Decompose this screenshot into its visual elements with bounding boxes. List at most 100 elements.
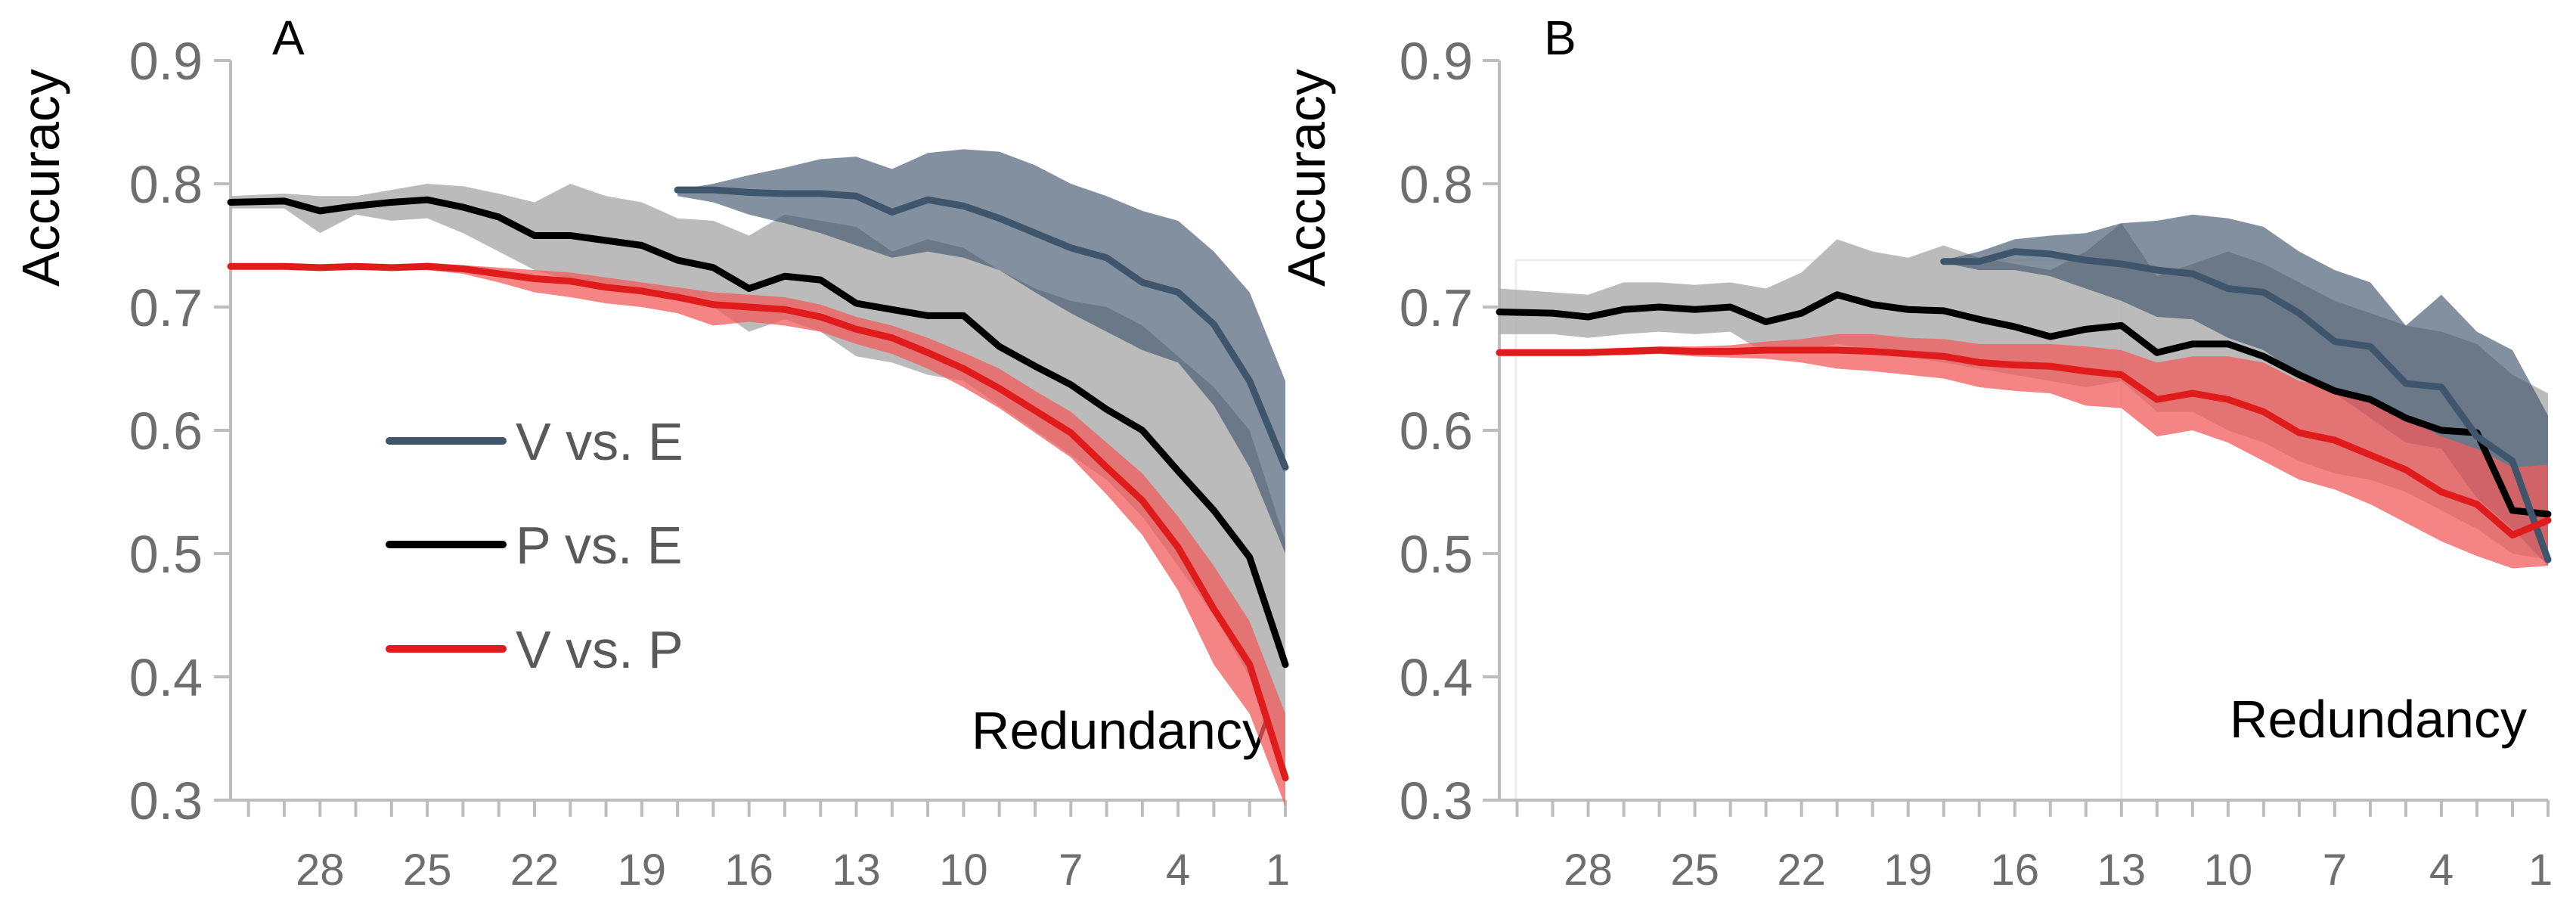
- panel-b-point-p-vs-e: [2226, 342, 2230, 346]
- panel-a-point-v-vs-e: [1140, 280, 1145, 284]
- panel-b-point-v-vs-e: [2333, 340, 2337, 344]
- panel-b-x-tick-label: 4: [2429, 845, 2454, 895]
- panel-b-point-p-vs-e: [1977, 317, 1982, 321]
- panel-a-point-v-vs-e: [961, 203, 966, 208]
- panel-b-x-tick-label: 22: [1777, 845, 1826, 895]
- panel-b-point-p-vs-e: [2439, 428, 2444, 433]
- panel-a-point-v-vs-e: [747, 190, 752, 194]
- panel-a-y-tick-label: 0.9: [129, 32, 203, 91]
- panel-a-point-v-vs-p: [640, 289, 644, 293]
- panel-a-point-v-vs-p: [354, 264, 358, 268]
- panel-b-panel-label: B: [1544, 11, 1576, 65]
- panel-b-point-v-vs-e: [2404, 381, 2408, 386]
- panel-b-point-p-vs-e: [1551, 311, 1555, 315]
- panel-a-point-v-vs-p: [1068, 430, 1073, 435]
- panel-b-point-v-vs-e: [2048, 252, 2053, 256]
- panel-a-point-v-vs-e: [1033, 231, 1037, 235]
- panel-b-band-v-vs-e: [1943, 214, 2548, 566]
- panel-b-point-v-vs-e: [2546, 557, 2550, 562]
- panel-a-point-v-vs-p: [532, 277, 537, 281]
- panel-a-point-p-vs-e: [747, 287, 752, 291]
- panel-a-x-tick-label: 16: [724, 845, 773, 895]
- panel-a-y-tick-label: 0.6: [129, 402, 203, 461]
- panel-b-point-v-vs-e: [2013, 250, 2017, 254]
- panel-a-point-v-vs-p: [1211, 607, 1216, 611]
- panel-b-x-tick-label: 7: [2323, 845, 2347, 895]
- panel-b-point-v-vs-e: [2155, 268, 2159, 272]
- panel-a-y-tick-label: 0.8: [129, 155, 203, 214]
- panel-a-point-p-vs-e: [1033, 364, 1037, 368]
- panel-b-point-p-vs-e: [1657, 305, 1662, 309]
- panel-b-point-v-vs-p: [2226, 397, 2230, 402]
- panel-b-point-p-vs-e: [2546, 512, 2550, 517]
- panel-b-point-p-vs-e: [2297, 373, 2302, 377]
- panel-b-line-v-vs-e: [1940, 248, 2552, 563]
- panel-b-point-p-vs-e: [2119, 323, 2124, 327]
- panel-b-point-p-vs-e: [1693, 307, 1697, 312]
- panel-b-point-v-vs-p: [2475, 502, 2479, 507]
- panel-a-point-v-vs-p: [1140, 498, 1145, 503]
- panel-b-point-p-vs-e: [2190, 342, 2195, 346]
- panel-b-point-v-vs-p: [2368, 453, 2373, 458]
- panel-b-point-v-vs-p: [1693, 349, 1697, 354]
- panel-b-point-v-vs-e: [2261, 290, 2266, 294]
- panel-b-point-v-vs-p: [2297, 430, 2302, 435]
- panel-b-point-v-vs-e: [2475, 434, 2479, 439]
- panel-a-point-v-vs-e: [1248, 379, 1252, 383]
- panel-a-point-v-vs-p: [890, 336, 894, 340]
- panel-b-point-v-vs-p: [1835, 348, 1840, 352]
- panel-a-point-p-vs-e: [318, 209, 322, 213]
- panel-b-y-tick-label: 0.8: [1400, 155, 1473, 214]
- panel-a-point-v-vs-e: [783, 191, 787, 196]
- panel-a-point-v-vs-p: [1033, 408, 1037, 413]
- panel-a-y-axis-label: Accuracy: [11, 69, 70, 287]
- panel-a-point-p-vs-e: [1176, 469, 1180, 473]
- panel-b-point-v-vs-p: [1657, 348, 1662, 352]
- panel-b-point-p-vs-e: [2084, 327, 2088, 331]
- panel-b-x-tick-label: 28: [1564, 845, 1613, 895]
- panel-b-band-v-vs-p: [1499, 334, 2548, 569]
- panel-b-line-p-vs-e: [1496, 291, 2552, 518]
- panel-b-x-tick-label: 13: [2097, 845, 2147, 895]
- panel-b-point-v-vs-p: [1728, 349, 1733, 354]
- panel-b-point-v-vs-e: [1942, 259, 1946, 264]
- panel-b-point-p-vs-e: [2048, 334, 2053, 339]
- panel-b-x-tick-label: 16: [1990, 845, 2039, 895]
- panel-a-x-axis-label: Redundancy: [972, 701, 1269, 760]
- panel-a-point-p-vs-e: [568, 233, 572, 237]
- panel-b-point-v-vs-p: [2546, 518, 2550, 523]
- panel-b-point-p-vs-e: [1906, 307, 1911, 312]
- panel-a-point-p-vs-e: [854, 301, 859, 306]
- panel-b-point-v-vs-p: [2261, 410, 2266, 414]
- panel-b-point-p-vs-e: [1942, 309, 1946, 313]
- panel-a-point-v-vs-e: [675, 188, 680, 192]
- panel-a-point-p-vs-e: [1248, 555, 1252, 560]
- panel-a-point-v-vs-p: [783, 307, 787, 312]
- panel-a-line-v-vs-e: [674, 186, 1289, 471]
- panel-b-point-v-vs-e: [2119, 262, 2124, 266]
- panel-a-point-v-vs-p: [318, 265, 322, 270]
- panel-a-point-v-vs-e: [890, 209, 894, 214]
- panel-b-point-v-vs-p: [2510, 533, 2515, 538]
- panel-b-point-v-vs-p: [1497, 350, 1502, 355]
- panel-a-point-v-vs-p: [1105, 465, 1109, 470]
- panel-a-line-v-vs-p: [227, 262, 1289, 782]
- panel-b-point-v-vs-e: [2510, 459, 2515, 464]
- panel-a-band-p-vs-e: [231, 184, 1285, 764]
- panel-a-point-v-vs-p: [282, 264, 287, 268]
- panel-a-point-v-vs-p: [389, 265, 394, 270]
- panel-a-point-p-vs-e: [1211, 508, 1216, 513]
- panel-b-x-tick-label: 25: [1670, 845, 1719, 895]
- panel-b-point-v-vs-e: [2368, 344, 2373, 349]
- panel-a-x-tick-label: 1: [1266, 845, 1290, 895]
- panel-b-line-v-vs-p: [1496, 346, 2552, 539]
- panel-b-point-p-vs-e: [1799, 311, 1804, 315]
- panel-b-y-tick-label: 0.6: [1400, 402, 1473, 461]
- panel-a-point-p-vs-e: [425, 197, 429, 202]
- panel-a-point-v-vs-e: [1211, 322, 1216, 327]
- panel-a-point-p-vs-e: [389, 200, 394, 204]
- panel-a-point-p-vs-e: [354, 203, 358, 208]
- panel-a-point-v-vs-p: [460, 266, 465, 271]
- panel-b-point-p-vs-e: [2510, 508, 2515, 513]
- panel-a-x-tick-label: 7: [1059, 845, 1083, 895]
